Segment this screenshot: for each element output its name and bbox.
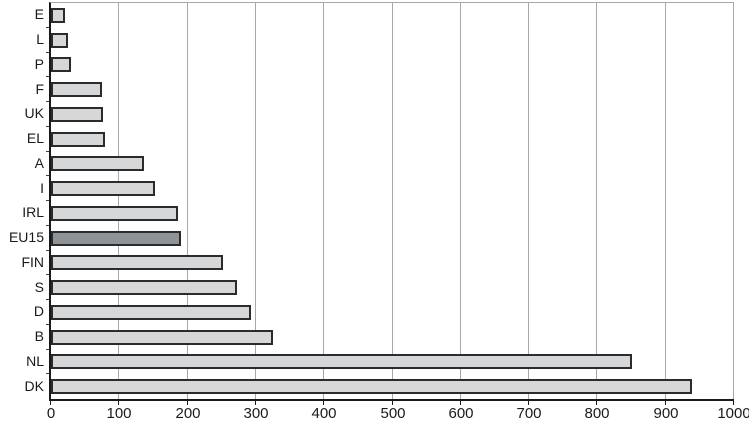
bar-DK [51,379,692,395]
y-tick-label-FIN: FIN [21,253,44,270]
x-axis-tick-200 [187,400,188,405]
y-axis-minor-tick [46,101,49,102]
y-tick-label-E: E [34,6,44,23]
bar-F [51,82,102,98]
y-tick-label-A: A [34,154,44,171]
x-tick-label-1000: 1000 [717,405,749,422]
y-axis-minor-tick [46,373,49,374]
bar-B [51,329,273,345]
y-axis-minor-tick [46,250,49,251]
y-axis-minor-tick [46,27,49,28]
bar-I [51,181,155,197]
y-axis-minor-tick [46,274,49,275]
bar-NL [51,354,632,370]
x-tick-label-100: 100 [106,405,132,422]
y-tick-label-B: B [34,328,44,345]
x-axis-tick-300 [255,400,256,405]
gridline-x-300 [255,3,256,399]
x-axis-tick-0 [50,400,51,405]
x-tick-label-200: 200 [175,405,201,422]
y-axis-minor-tick [46,324,49,325]
gridline-x-800 [596,3,597,399]
x-tick-label-300: 300 [243,405,269,422]
y-tick-label-S: S [34,278,44,295]
x-tick-label-400: 400 [311,405,337,422]
y-tick-label-P: P [34,55,44,72]
bar-EU15 [51,230,181,246]
y-axis-minor-tick [46,76,49,77]
x-tick-label-0: 0 [46,405,56,422]
y-axis-minor-tick [46,299,49,300]
x-axis-tick-600 [460,400,461,405]
x-axis-tick-400 [323,400,324,405]
x-axis-tick-100 [118,400,119,405]
y-axis-minor-tick [46,200,49,201]
y-axis-minor-tick [46,349,49,350]
x-tick-label-800: 800 [584,405,610,422]
y-tick-label-EL: EL [26,130,44,147]
bar-D [51,304,251,320]
bar-EL [51,131,105,147]
gridline-x-1000 [733,3,734,399]
x-tick-label-600: 600 [448,405,474,422]
y-axis-minor-tick [46,175,49,176]
bar-S [51,280,237,296]
x-axis-tick-700 [528,400,529,405]
bar-P [51,57,71,73]
bar-A [51,156,144,172]
y-tick-label-L: L [36,31,44,48]
y-tick-label-IRL: IRL [22,204,44,221]
plot-area [49,2,734,401]
y-tick-label-EU15: EU15 [8,229,44,246]
gridline-x-600 [460,3,461,399]
gridline-x-700 [528,3,529,399]
y-tick-label-DK: DK [24,377,44,394]
y-axis-minor-tick [46,52,49,53]
x-axis-tick-500 [392,400,393,405]
bar-UK [51,106,103,122]
y-tick-label-D: D [33,303,44,320]
y-tick-label-NL: NL [26,352,44,369]
x-tick-label-700: 700 [516,405,542,422]
bar-FIN [51,255,223,271]
x-axis-tick-800 [596,400,597,405]
gridline-x-900 [665,3,666,399]
gridline-x-500 [392,3,393,399]
gridline-x-400 [323,3,324,399]
y-axis-minor-tick [46,151,49,152]
x-axis-tick-1000 [733,400,734,405]
y-tick-label-I: I [40,179,44,196]
bar-IRL [51,205,178,221]
gridline-x-200 [187,3,188,399]
y-tick-label-F: F [35,80,44,97]
bar-E [51,7,65,23]
x-axis-tick-900 [665,400,666,405]
y-tick-label-UK: UK [24,105,44,122]
y-axis-minor-tick [46,225,49,226]
x-tick-label-900: 900 [653,405,679,422]
x-tick-label-500: 500 [380,405,406,422]
y-axis-minor-tick [46,126,49,127]
bar-L [51,32,68,48]
gridline-x-100 [118,3,119,399]
